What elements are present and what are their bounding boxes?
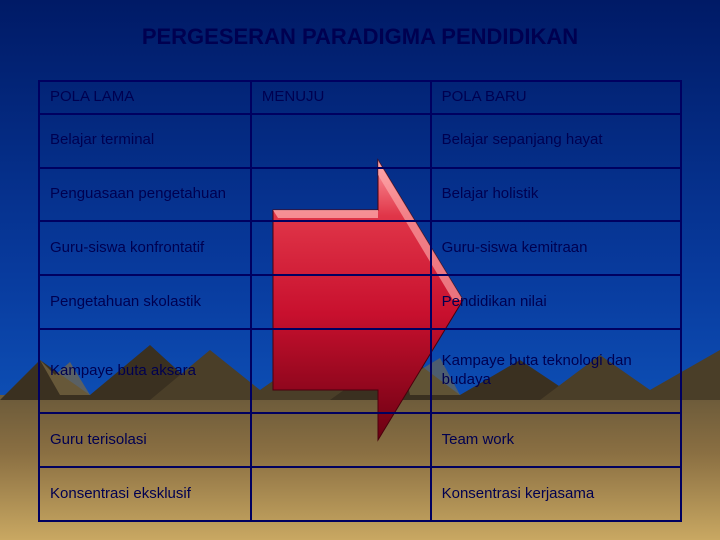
cell-new: Pendidikan nilai — [431, 275, 681, 329]
cell-mid — [251, 221, 431, 275]
cell-mid — [251, 413, 431, 467]
cell-mid — [251, 114, 431, 168]
table-row: Kampaye buta aksara Kampaye buta teknolog… — [39, 329, 681, 414]
table-row: Pengetahuan skolastik Pendidikan nilai — [39, 275, 681, 329]
page-title: PERGESERAN PARADIGMA PENDIDIKAN — [38, 24, 682, 50]
cell-new: Team work — [431, 413, 681, 467]
header-old: POLA LAMA — [39, 81, 251, 114]
cell-old: Kampaye buta aksara — [39, 329, 251, 414]
table-header-row: POLA LAMA MENUJU POLA BARU — [39, 81, 681, 114]
cell-old: Guru-siswa konfrontatif — [39, 221, 251, 275]
table-row: Penguasaan pengetahuan Belajar holistik — [39, 168, 681, 222]
table-row: Belajar terminal Belajar sepanjang hayat — [39, 114, 681, 168]
table-row: Guru-siswa konfrontatif Guru-siswa kemitr… — [39, 221, 681, 275]
cell-mid — [251, 329, 431, 414]
table-row: Guru terisolasi Team work — [39, 413, 681, 467]
cell-new: Belajar sepanjang hayat — [431, 114, 681, 168]
cell-new: Guru-siswa kemitraan — [431, 221, 681, 275]
cell-old: Pengetahuan skolastik — [39, 275, 251, 329]
cell-new: Kampaye buta teknologi dan budaya — [431, 329, 681, 414]
cell-old: Belajar terminal — [39, 114, 251, 168]
cell-mid — [251, 168, 431, 222]
cell-old: Konsentrasi eksklusif — [39, 467, 251, 521]
header-mid: MENUJU — [251, 81, 431, 114]
cell-old: Penguasaan pengetahuan — [39, 168, 251, 222]
paradigm-table: POLA LAMA MENUJU POLA BARU Belajar termi… — [38, 80, 682, 522]
cell-mid — [251, 467, 431, 521]
header-new: POLA BARU — [431, 81, 681, 114]
cell-new: Belajar holistik — [431, 168, 681, 222]
cell-old: Guru terisolasi — [39, 413, 251, 467]
table-row: Konsentrasi eksklusif Konsentrasi kerjasa… — [39, 467, 681, 521]
cell-new: Konsentrasi kerjasama — [431, 467, 681, 521]
cell-mid — [251, 275, 431, 329]
